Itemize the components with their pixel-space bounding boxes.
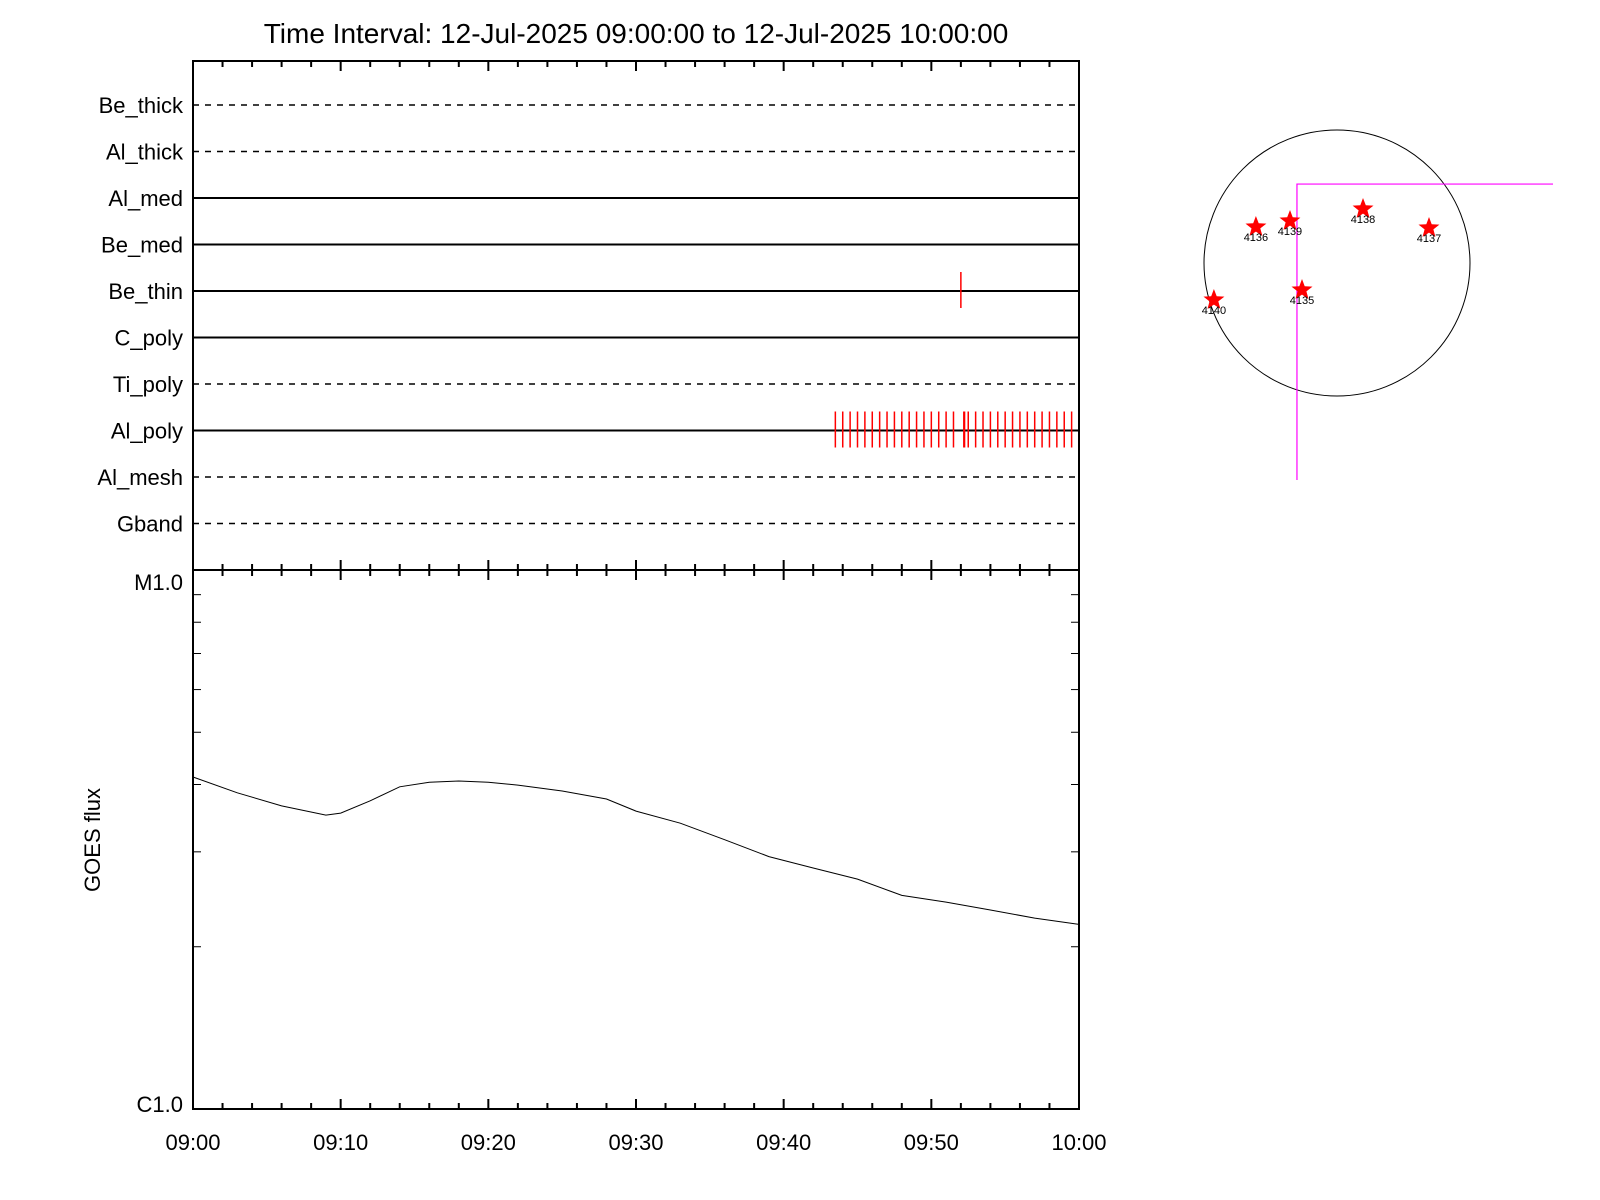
row-label: Al_mesh <box>97 465 183 490</box>
y-tick-label-bottom: C1.0 <box>137 1092 183 1117</box>
x-tick-label: 09:40 <box>756 1130 811 1155</box>
goes-flux-panel: M1.0 C1.0 GOES flux 09:00 09:10 09:20 09:30… <box>80 569 1107 1155</box>
active-region-star-icon <box>1245 216 1267 236</box>
y-tick-label-top: M1.0 <box>134 570 183 595</box>
row-label: Al_thick <box>106 140 184 165</box>
goes-flux-line <box>192 776 1080 925</box>
filter-timeline-panel: Be_thick Al_thick Al_med Be_med Be_thin C_pol… <box>97 60 1080 580</box>
active-region-label: 4139 <box>1278 226 1302 238</box>
x-tick-label: 09:50 <box>904 1130 959 1155</box>
bottom-panel-frame <box>192 569 1080 1110</box>
row-label: Al_poly <box>111 419 183 444</box>
active-region-star-icon <box>1352 198 1374 218</box>
active-region-star-icon <box>1279 210 1301 230</box>
solar-limb <box>1203 129 1471 397</box>
x-tick-label: 09:30 <box>608 1130 663 1155</box>
active-region-label: 4137 <box>1417 233 1441 245</box>
top-panel-frame <box>192 60 1080 571</box>
x-tick-label: 09:10 <box>313 1130 368 1155</box>
row-label: C_poly <box>115 326 183 351</box>
active-region-label: 4135 <box>1290 295 1314 307</box>
fov-outline <box>1296 183 1553 480</box>
x-tick-label: 09:20 <box>461 1130 516 1155</box>
y-axis-label: GOES flux <box>80 788 105 892</box>
solar-disk-map: 4136 4139 4138 4137 4140 4135 <box>1202 129 1553 480</box>
row-label: Be_med <box>101 233 183 258</box>
row-label: Be_thick <box>99 93 184 118</box>
x-tick-label: 09:00 <box>165 1130 220 1155</box>
row-label: Al_med <box>108 186 183 211</box>
active-region-star-icon <box>1418 217 1440 237</box>
chart-title: Time Interval: 12-Jul-2025 09:00:00 to 1… <box>264 18 1009 49</box>
active-region-label: 4136 <box>1244 232 1268 244</box>
active-region-star-icon <box>1291 279 1313 299</box>
row-label: Be_thin <box>108 279 183 304</box>
active-region-star-icon <box>1203 289 1225 309</box>
row-label: Gband <box>117 512 183 537</box>
row-label: Ti_poly <box>113 372 183 397</box>
x-tick-label: 10:00 <box>1051 1130 1106 1155</box>
active-region-label: 4138 <box>1351 214 1375 226</box>
active-region-label: 4140 <box>1202 305 1226 317</box>
